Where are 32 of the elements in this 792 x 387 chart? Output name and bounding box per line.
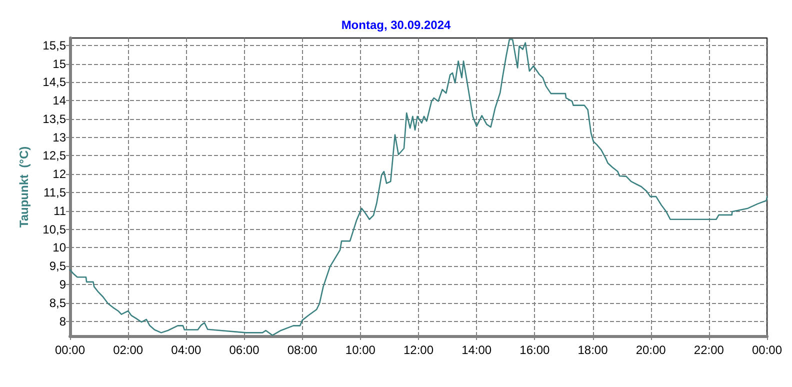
y-tick-label: 13 bbox=[52, 130, 66, 144]
y-tick-label: 15,5 bbox=[42, 38, 66, 52]
x-tick-label: 00:00 bbox=[752, 343, 782, 357]
y-tick-label: 9 bbox=[59, 277, 66, 292]
x-tick-label: 00:00 bbox=[54, 343, 86, 357]
x-tick-label: 22:00 bbox=[694, 343, 724, 357]
y-tick-label: 10 bbox=[52, 240, 66, 255]
chart-title: Montag, 30.09.2024 bbox=[341, 18, 452, 32]
y-axis-title: Taupunkt (°C) bbox=[17, 146, 31, 228]
y-tick-label: 14 bbox=[52, 94, 66, 108]
x-tick-label: 08:00 bbox=[287, 343, 318, 357]
y-tick-label: 13,5 bbox=[42, 112, 66, 126]
x-tick-label: 16:00 bbox=[520, 343, 550, 357]
y-tick-label: 9,5 bbox=[49, 259, 66, 274]
x-tick-label: 04:00 bbox=[171, 343, 202, 357]
y-tick-label: 15 bbox=[52, 56, 66, 71]
x-tick-label: 12:00 bbox=[403, 343, 434, 357]
x-tick-label: 06:00 bbox=[229, 343, 260, 357]
y-tick-label: 11 bbox=[54, 204, 66, 218]
y-tick-label: 8 bbox=[59, 314, 66, 328]
y-tick-label: 10,5 bbox=[42, 222, 66, 236]
x-tick-label: 02:00 bbox=[113, 343, 144, 357]
line-series bbox=[69, 38, 768, 336]
y-tick-label: 12 bbox=[52, 167, 66, 182]
y-tick-label: 14,5 bbox=[42, 75, 66, 90]
x-tick-label: 20:00 bbox=[636, 343, 666, 357]
y-tick-label: 12,5 bbox=[42, 148, 66, 163]
x-tick-label: 10:00 bbox=[345, 343, 376, 357]
y-tick-label: 8,5 bbox=[49, 296, 66, 310]
y-tick-label: 11,5 bbox=[44, 186, 66, 200]
x-tick-label: 18:00 bbox=[578, 343, 608, 357]
x-tick-label: 14:00 bbox=[462, 343, 492, 357]
